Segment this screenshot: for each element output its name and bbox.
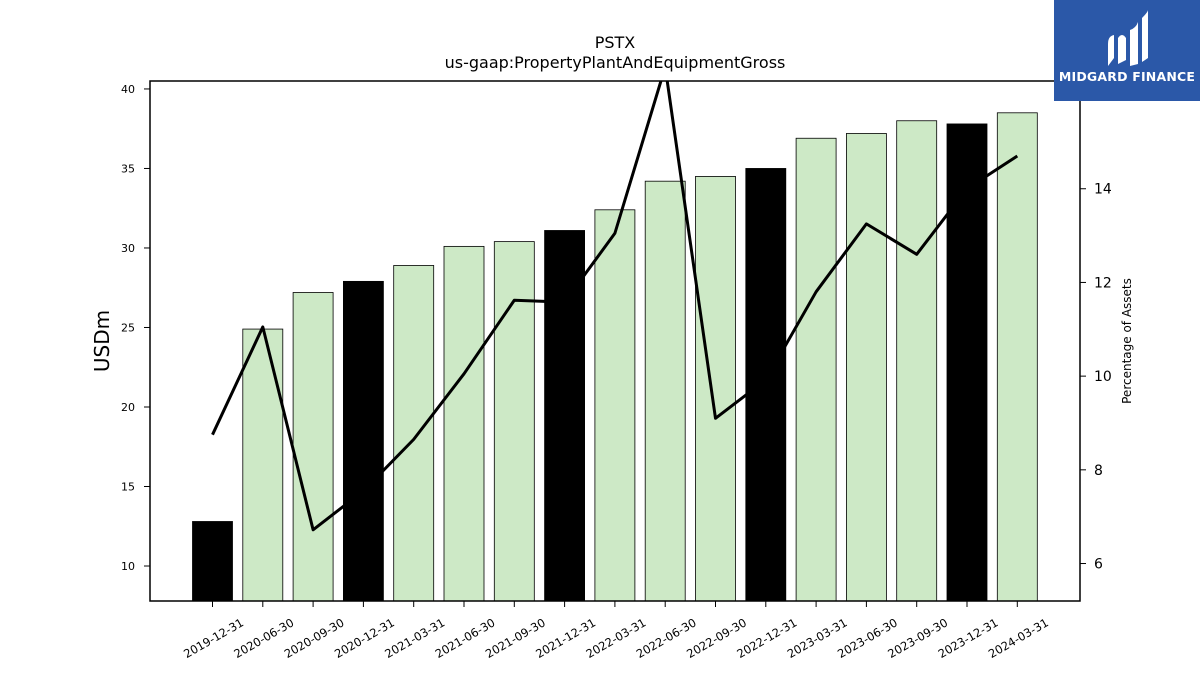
left-axis: 10 15 20 25 30 35 40 xyxy=(121,83,150,573)
bar-2019-12-31 xyxy=(192,521,233,602)
right-axis: 6 8 10 12 14 xyxy=(1080,182,1112,573)
brand-logo: MIDGARD FINANCE xyxy=(1054,0,1200,101)
bar-2022-03-31 xyxy=(594,209,636,602)
y2-tick-label: 12 xyxy=(1094,275,1112,291)
bar-2021-09-30 xyxy=(493,241,535,602)
y-tick-label: 15 xyxy=(121,481,135,494)
y-tick-label: 30 xyxy=(121,242,135,255)
y-axis-label: USDm xyxy=(90,310,114,372)
y2-axis-label: Percentage of Assets xyxy=(1120,278,1134,404)
bar-2023-03-31 xyxy=(795,137,837,602)
bar-2023-09-30 xyxy=(896,120,938,602)
y2-tick-label: 8 xyxy=(1094,463,1103,479)
bar-2022-09-30 xyxy=(695,176,736,602)
y-tick-label: 35 xyxy=(121,162,135,175)
logo-text: MIDGARD FINANCE xyxy=(1058,69,1196,84)
chart-title: PSTX xyxy=(595,33,636,52)
logo-mark-icon xyxy=(1108,10,1148,66)
y2-tick-label: 14 xyxy=(1094,182,1112,198)
bar-2022-12-31 xyxy=(745,168,787,602)
x-axis: 2019-12-312020-06-302020-09-302020-12-31… xyxy=(181,601,1051,661)
y-tick-label: 10 xyxy=(121,560,135,573)
bar-2021-03-31 xyxy=(393,265,435,602)
y2-tick-label: 6 xyxy=(1094,557,1103,573)
bar-2021-06-30 xyxy=(443,245,485,602)
bar-2020-12-31 xyxy=(342,280,384,602)
bar-2023-06-30 xyxy=(846,133,887,602)
chart-subtitle: us-gaap:PropertyPlantAndEquipmentGross xyxy=(445,53,786,72)
bar-2022-06-30 xyxy=(644,180,686,602)
bar-2020-06-30 xyxy=(242,328,284,602)
y-tick-label: 40 xyxy=(121,83,135,96)
bar-2020-09-30 xyxy=(292,292,334,602)
y2-tick-label: 10 xyxy=(1094,369,1112,385)
bar-2023-12-31 xyxy=(946,123,988,602)
bar-2021-12-31 xyxy=(544,230,585,602)
y-tick-label: 25 xyxy=(121,321,135,334)
percentage-line xyxy=(211,81,1019,532)
bar-2024-03-31 xyxy=(996,112,1038,602)
bar-series xyxy=(192,112,1038,602)
line-series xyxy=(211,81,1019,532)
y-tick-label: 20 xyxy=(121,401,135,414)
